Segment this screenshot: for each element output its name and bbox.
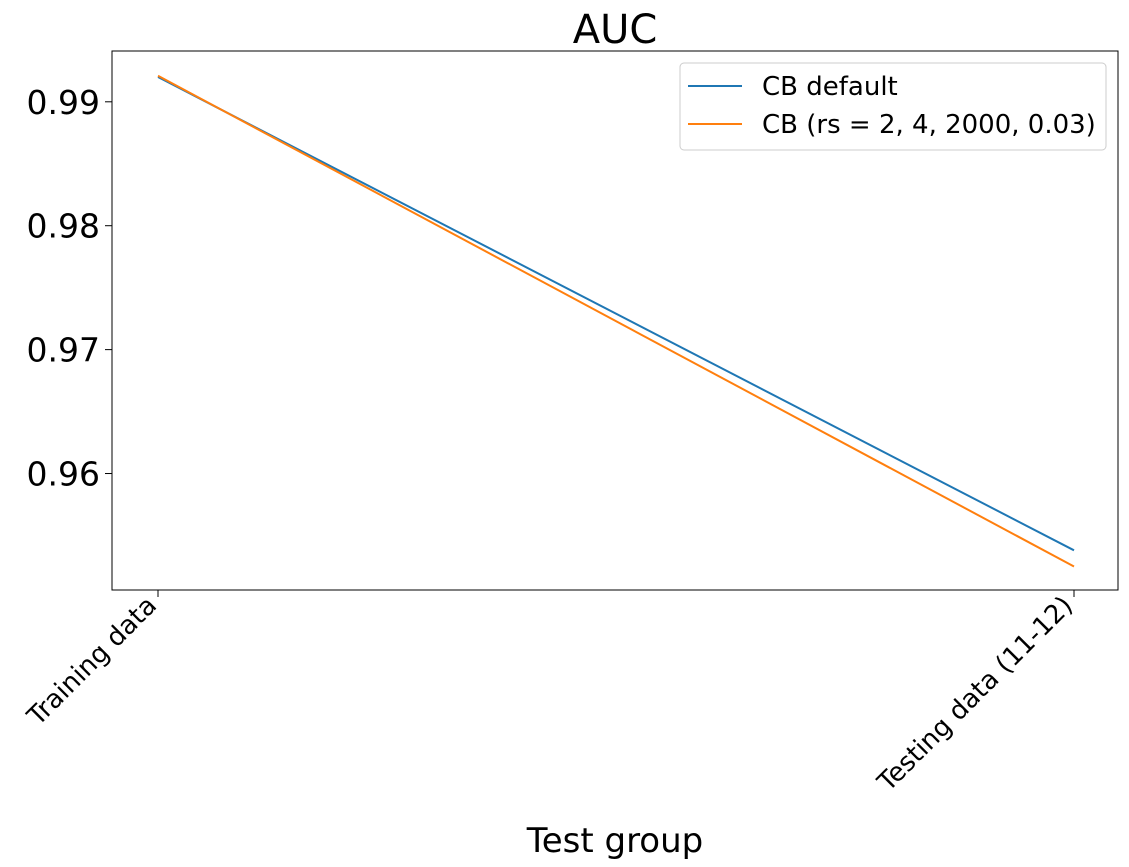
chart-title: AUC (573, 7, 658, 53)
legend-box (679, 62, 1107, 151)
y-tick-label-3: 0.99 (27, 83, 100, 122)
legend: CB default CB (rs = 2, 4, 2000, 0.03) (679, 62, 1107, 151)
legend-label-0: CB default (762, 72, 898, 102)
plot-area (111, 50, 1119, 591)
series-lines (157, 74, 1075, 568)
y-tick-label-0: 0.96 (27, 455, 100, 494)
series-line-0 (157, 76, 1075, 552)
x-axis: Training data Testing data (11-12) (21, 590, 1079, 798)
y-axis: 0.96 0.97 0.98 0.99 (27, 83, 112, 494)
x-tick-label-1: Testing data (11-12) (872, 591, 1079, 798)
legend-label-1: CB (rs = 2, 4, 2000, 0.03) (762, 110, 1096, 140)
x-axis-label: Test group (526, 821, 704, 861)
y-tick-label-1: 0.97 (27, 331, 100, 370)
x-tick-label-0: Training data (21, 591, 163, 733)
y-tick-label-2: 0.98 (27, 207, 100, 246)
series-line-1 (157, 74, 1075, 568)
